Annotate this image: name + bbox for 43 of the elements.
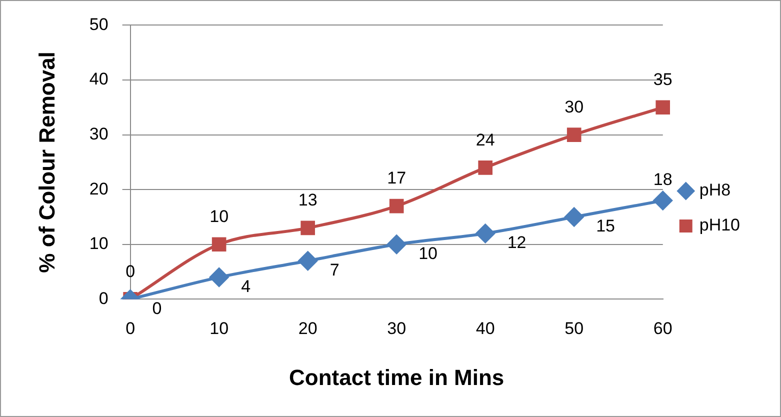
x-tick-label: 30 [387,319,406,338]
data-label: 18 [653,170,672,190]
data-label: 35 [653,70,672,90]
legend-label: pH8 [699,180,731,200]
point [389,198,404,214]
point [653,191,672,210]
point [564,208,584,226]
data-label: 10 [418,244,438,264]
data-label: 10 [210,207,229,226]
x-tick-label: 20 [298,319,318,338]
y-tick-label: 10 [89,234,108,254]
point [212,237,226,252]
y-tick-label: 20 [89,179,108,198]
data-label: 0 [126,262,136,281]
data-label: 24 [476,130,495,150]
point [298,251,318,270]
y-tick-label: 30 [89,124,108,144]
data-label: 0 [152,298,162,318]
point [656,100,670,115]
x-axis-title: Contact time in Mins [289,364,504,390]
x-tick-label: 50 [564,319,584,338]
data-label: 15 [596,216,616,236]
data-label: 12 [507,233,526,252]
x-tick-label: 0 [126,319,136,338]
y-axis-title: % of Colour Removal [34,52,60,273]
point [476,224,495,243]
x-tick-label: 10 [210,319,229,338]
y-tick-label: 0 [98,288,108,308]
x-tick-label: 40 [476,319,495,338]
data-label: 30 [564,97,584,116]
data-label: 17 [387,168,406,188]
legend-label: pH10 [699,216,740,235]
data-label: 7 [330,260,340,280]
point [478,160,492,175]
y-tick-label: 40 [89,70,108,89]
point [210,268,229,287]
point [387,234,406,254]
x-tick-label: 60 [653,319,672,338]
point [300,220,315,236]
y-tick-label: 50 [89,14,108,34]
point [566,128,582,142]
data-label: 4 [241,276,251,296]
data-label: 13 [298,190,318,210]
